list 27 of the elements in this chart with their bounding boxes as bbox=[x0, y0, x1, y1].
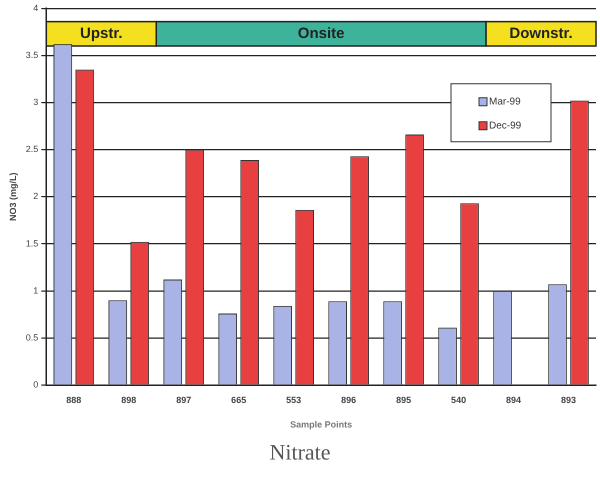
y-tick-label: 3.5 bbox=[26, 50, 38, 60]
legend-label: Mar-99 bbox=[489, 96, 522, 108]
x-tick-label: 888 bbox=[66, 394, 82, 405]
x-tick-label: 540 bbox=[451, 394, 466, 405]
y-tick-label: 0 bbox=[33, 379, 38, 390]
x-tick-label: 553 bbox=[286, 394, 302, 405]
y-tick-label: 2 bbox=[33, 191, 38, 202]
y-tick-label: 1 bbox=[33, 285, 38, 296]
band-label: Upstr. bbox=[80, 24, 123, 42]
y-tick-label: 3 bbox=[33, 97, 38, 108]
x-tick-label: 665 bbox=[231, 394, 246, 405]
y-tick-label: 1.5 bbox=[26, 238, 38, 248]
x-axis-title: Sample Points bbox=[290, 420, 352, 430]
y-axis-title: NO3 (mg/L) bbox=[8, 172, 18, 221]
x-tick-label: 895 bbox=[396, 394, 412, 405]
x-tick-label: 896 bbox=[341, 394, 356, 405]
y-tick-label: 4 bbox=[33, 2, 38, 13]
band-label: Downstr. bbox=[509, 24, 573, 42]
x-tick-label: 893 bbox=[561, 394, 576, 405]
text: Nitrate bbox=[269, 440, 331, 465]
x-tick-label: 898 bbox=[121, 394, 136, 405]
x-tick-label: 894 bbox=[506, 394, 522, 405]
legend-label: Dec-99 bbox=[489, 120, 522, 132]
x-tick-label: 897 bbox=[176, 394, 192, 405]
y-tick-label: 2.5 bbox=[26, 144, 38, 154]
y-tick-label: 0.5 bbox=[26, 332, 38, 342]
band-label: Onsite bbox=[298, 24, 344, 42]
